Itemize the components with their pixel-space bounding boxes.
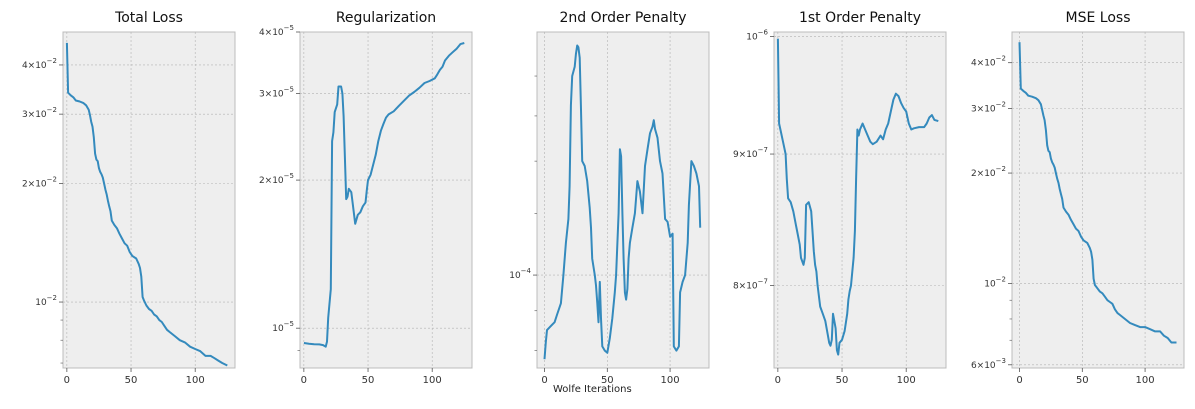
- chart-title-2: Regularization: [336, 10, 436, 26]
- chart-title-1: Total Loss: [114, 10, 183, 26]
- series-line-4: [776, 38, 939, 356]
- plot-area-1: [62, 31, 236, 369]
- x-tick-label: 0: [64, 375, 70, 386]
- x-tick-label: 0: [1016, 375, 1022, 386]
- y-tick-label: 10−6: [746, 28, 768, 42]
- y-tick-label: 2×10−5: [259, 172, 294, 186]
- y-tick-label: 6×10−3: [971, 357, 1006, 371]
- y-tick-label: 8×10−7: [733, 278, 768, 292]
- x-tick-label: 100: [897, 375, 916, 386]
- chart-title-4: 1st Order Penalty: [799, 10, 921, 26]
- plot-area-4: [773, 31, 947, 369]
- y-tick-label: 10−2: [984, 275, 1006, 289]
- y-tick-label: 9×10−7: [733, 146, 768, 160]
- x-tick-label: 0: [775, 375, 781, 386]
- x-tick-label: 0: [301, 375, 307, 386]
- y-tick-label: 4×10−2: [971, 55, 1006, 69]
- chart-title-3: 2nd Order Penalty: [559, 10, 686, 26]
- x-tick-label: 100: [423, 375, 442, 386]
- y-tick-label: 3×10−2: [22, 106, 57, 120]
- x-tick-label: 50: [1076, 375, 1089, 386]
- x-tick-label: 50: [125, 375, 138, 386]
- y-tick-label: 4×10−2: [22, 57, 57, 71]
- series-line-5: [1018, 42, 1177, 344]
- y-tick-label: 10−5: [272, 320, 294, 334]
- y-tick-label: 10−4: [509, 267, 531, 281]
- y-tick-label: 3×10−5: [259, 85, 294, 99]
- x-tick-label: 0: [541, 375, 547, 386]
- plot-area-2: [299, 31, 473, 369]
- y-tick-label: 2×10−2: [971, 165, 1006, 179]
- x-axis-label: Wolfe Iterations: [553, 384, 632, 395]
- series-line-3: [543, 44, 702, 360]
- plot-area-5: [1011, 31, 1185, 369]
- x-tick-label: 50: [362, 375, 375, 386]
- x-tick-label: 100: [661, 375, 680, 386]
- y-tick-label: 10−2: [35, 294, 57, 308]
- y-tick-label: 2×10−2: [22, 175, 57, 189]
- y-tick-label: 3×10−2: [971, 100, 1006, 114]
- x-tick-label: 50: [836, 375, 849, 386]
- series-line-1: [65, 42, 228, 367]
- chart-title-5: MSE Loss: [1066, 10, 1131, 26]
- series-line-2: [303, 42, 465, 348]
- x-tick-label: 100: [1136, 375, 1155, 386]
- x-tick-label: 50: [601, 375, 614, 386]
- x-tick-label: 100: [186, 375, 205, 386]
- y-tick-label: 4×10−5: [259, 24, 294, 38]
